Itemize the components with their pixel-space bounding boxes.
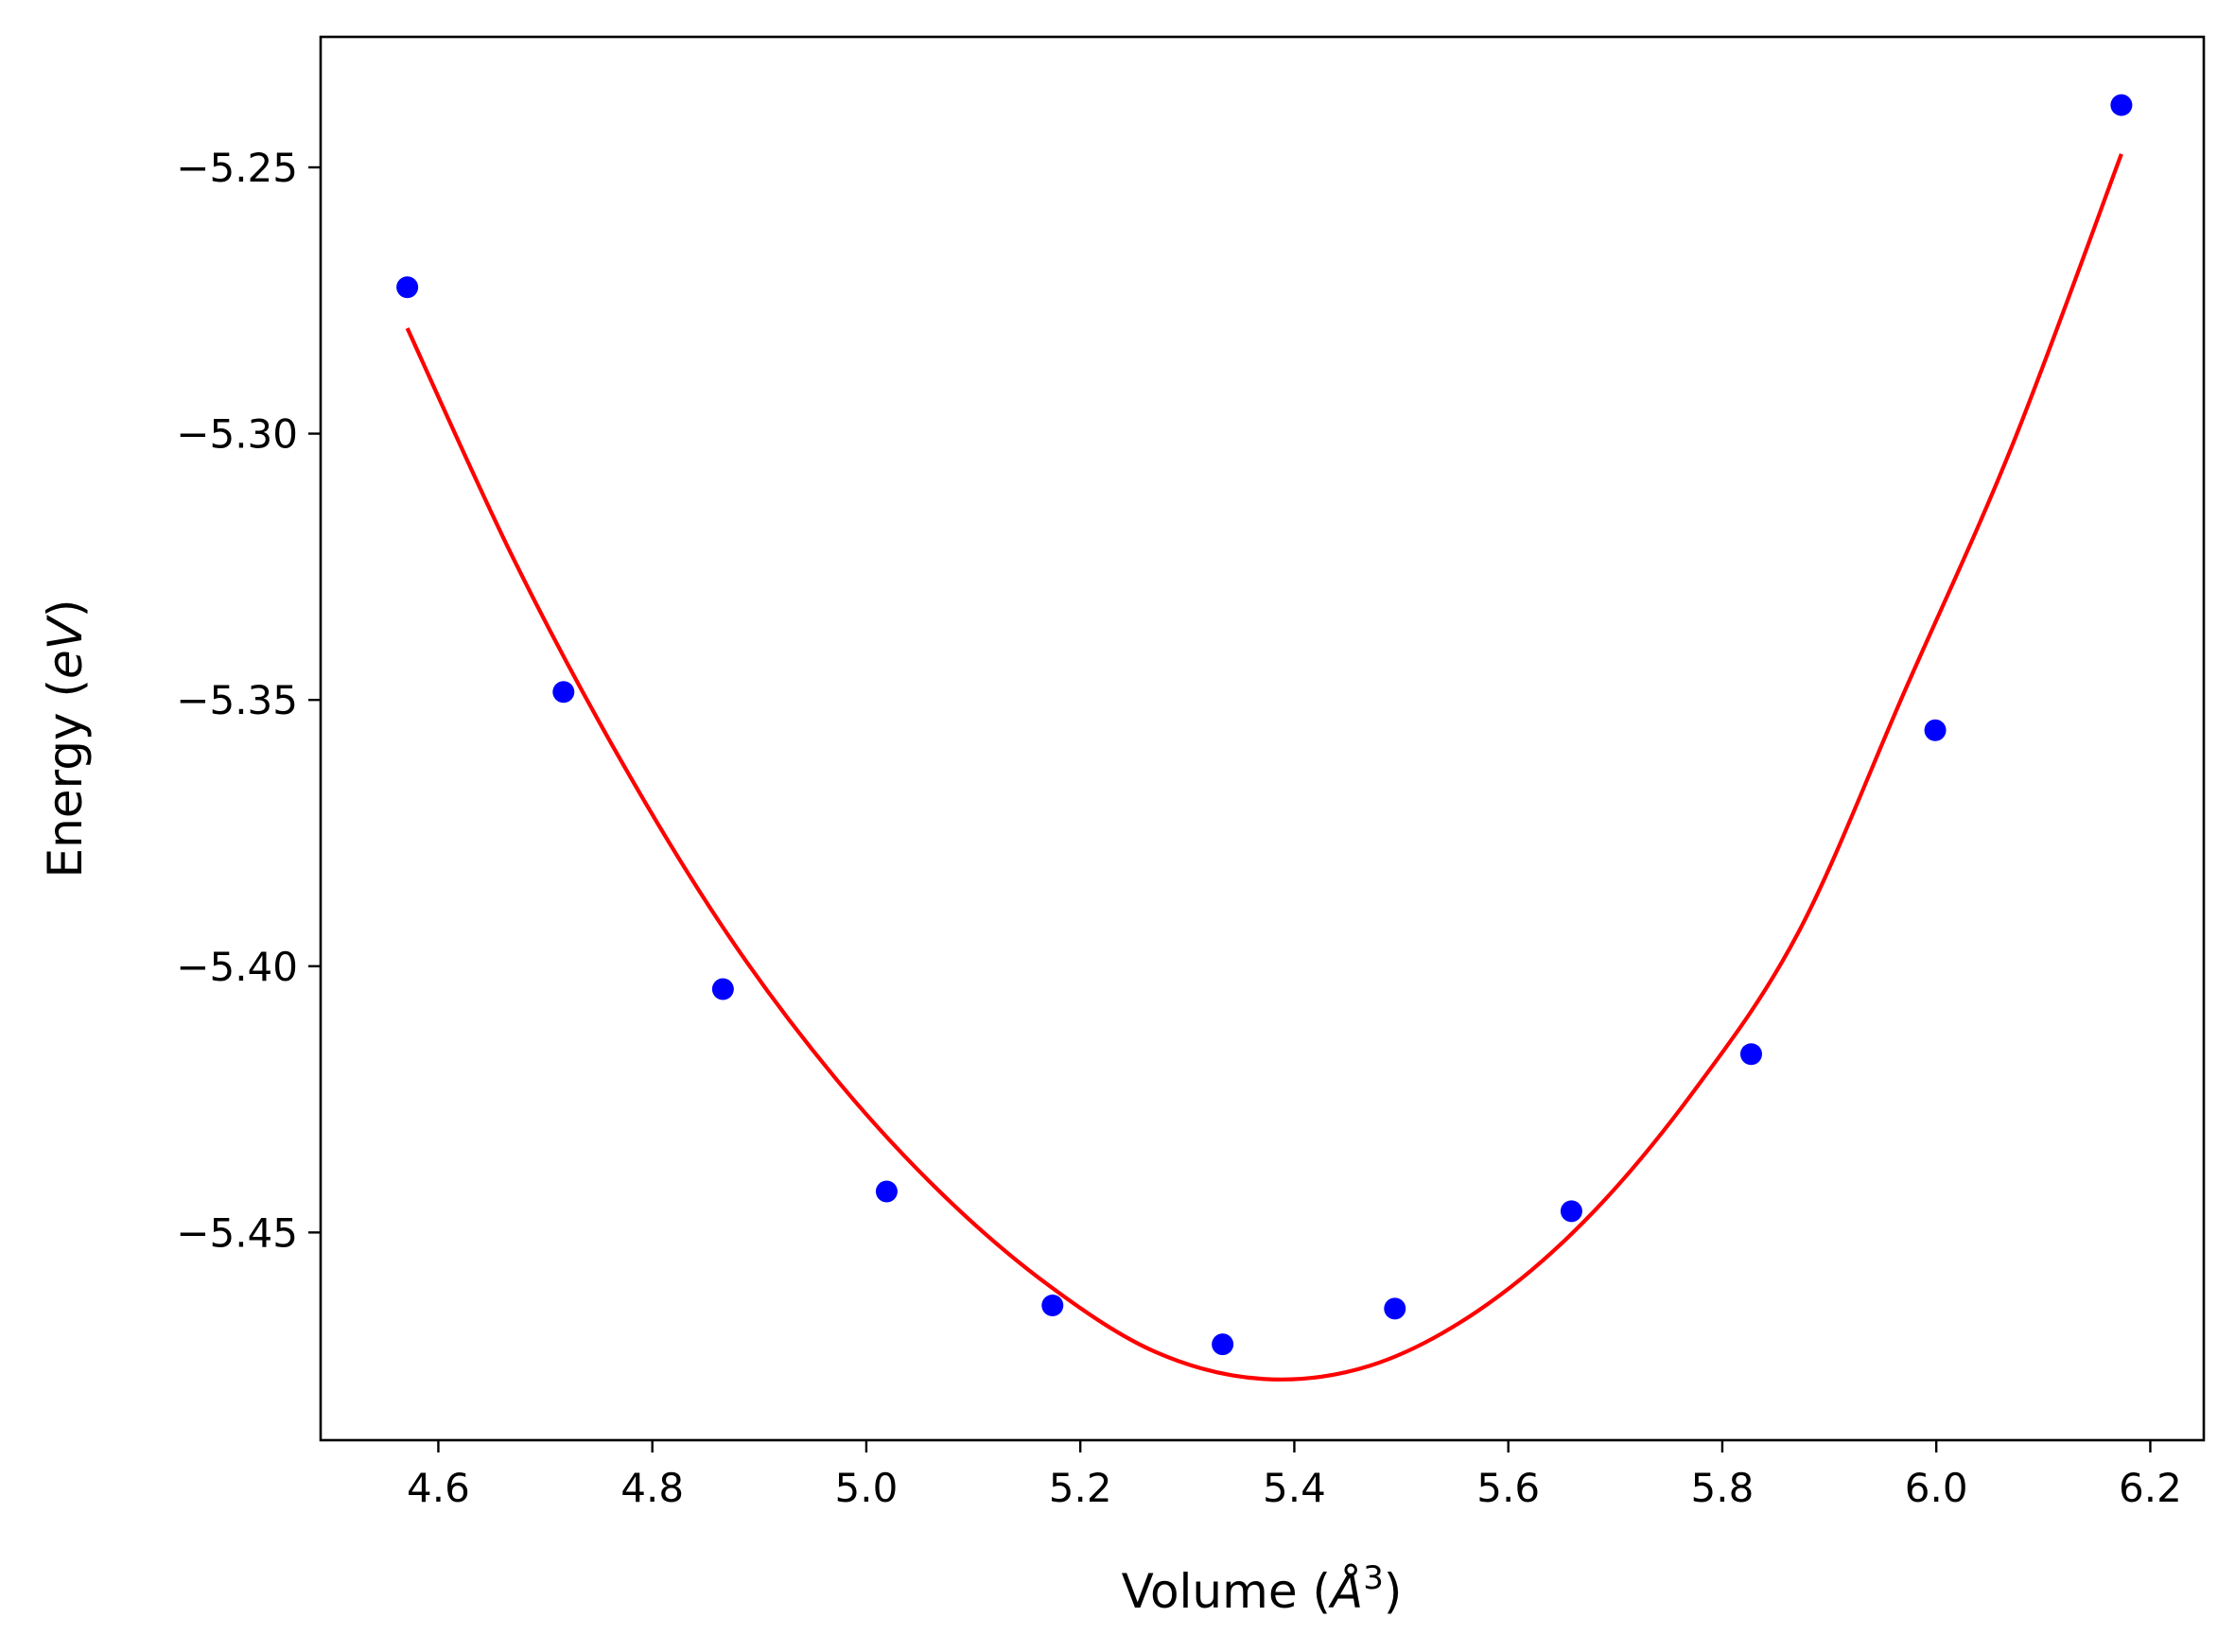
- data-point: [1739, 1043, 1762, 1066]
- y-axis-label: Energy (eV): [38, 600, 93, 878]
- x-tick-label: 4.8: [620, 1465, 684, 1511]
- y-axis-ticks: −5.25 −5.30 −5.35 −5.40 −5.45: [176, 145, 321, 1256]
- y-tick-label: −5.45: [176, 1209, 298, 1256]
- data-point: [1041, 1295, 1064, 1317]
- data-point: [711, 978, 734, 1000]
- data-point: [1924, 719, 1947, 741]
- x-axis-ticks: 4.6 4.8 5.0 5.2 5.4 5.6 5.8 6.0 6.2: [407, 1440, 2182, 1511]
- x-tick-label: 6.2: [2119, 1465, 2182, 1511]
- x-tick-label: 5.8: [1691, 1465, 1755, 1511]
- x-tick-label: 5.0: [835, 1465, 899, 1511]
- data-point: [396, 276, 419, 299]
- plot-frame: [319, 35, 2206, 1442]
- y-tick-label: −5.25: [176, 145, 298, 191]
- x-tick-label: 5.2: [1049, 1465, 1112, 1511]
- fit-curve: [405, 153, 2123, 1382]
- data-point: [2110, 94, 2133, 116]
- data-point: [1384, 1297, 1406, 1320]
- fit-curve-layer: [405, 153, 2123, 1382]
- data-point: [552, 681, 575, 704]
- y-tick-label: −5.40: [176, 944, 298, 990]
- x-tick-label: 5.6: [1476, 1465, 1540, 1511]
- x-axis-label: Volume (Å3): [1122, 1559, 1403, 1619]
- data-point: [1560, 1200, 1582, 1223]
- data-point: [1212, 1333, 1234, 1356]
- data-points-layer: [396, 94, 2133, 1356]
- x-tick-label: 4.6: [407, 1465, 470, 1511]
- x-tick-label: 5.4: [1263, 1465, 1326, 1511]
- data-point: [875, 1180, 898, 1203]
- x-tick-label: 6.0: [1905, 1465, 1968, 1511]
- y-tick-label: −5.35: [176, 677, 298, 723]
- y-tick-label: −5.30: [176, 411, 298, 458]
